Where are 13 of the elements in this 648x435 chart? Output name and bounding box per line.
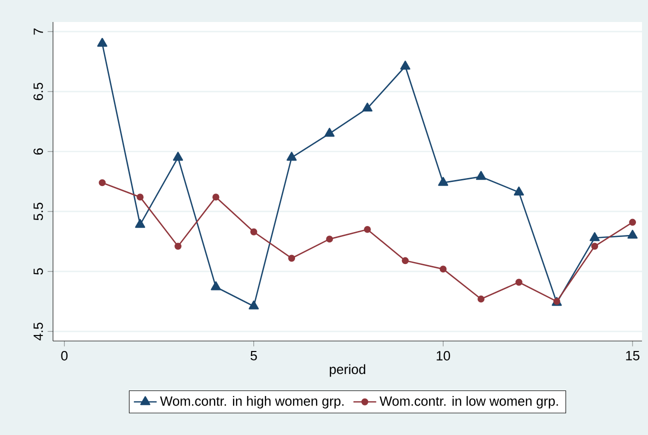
legend-label: Wom.contr. in low women grp. [380, 396, 558, 408]
x-tick-label: 15 [626, 351, 640, 360]
x-tick-label: 10 [436, 351, 450, 360]
y-tick-label: 7 [34, 28, 43, 35]
x-axis-title: period [330, 364, 366, 377]
y-tick-label: 6.5 [34, 82, 43, 100]
y-tick-label: 5.5 [34, 202, 43, 220]
x-tick-label: 0 [61, 351, 68, 360]
y-tick-label: 4.5 [34, 322, 43, 340]
y-tick-label: 5 [34, 268, 43, 275]
x-tick-label: 5 [250, 351, 257, 360]
y-tick-label: 6 [34, 148, 43, 155]
legend-label: Wom.contr. in high women grp. [160, 396, 344, 408]
